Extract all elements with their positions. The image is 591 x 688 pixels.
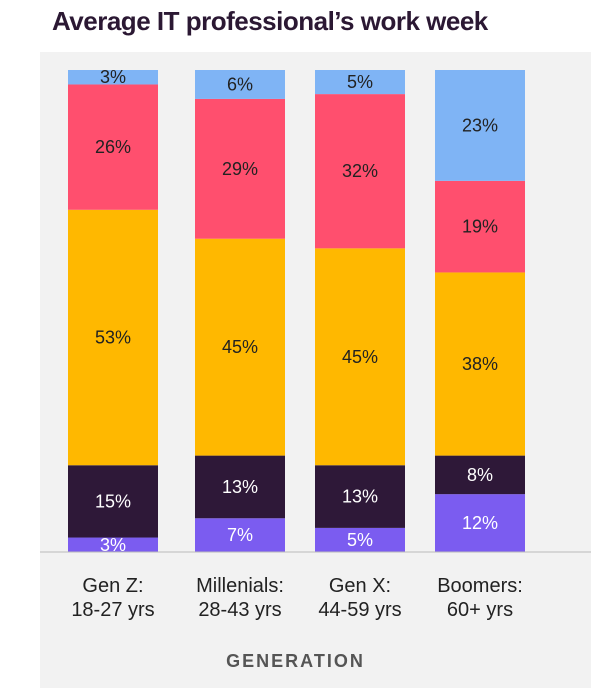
- data-label-gen-z-1: 3%: [100, 535, 126, 555]
- data-label-gen-x-1: 5%: [347, 530, 373, 550]
- bar-segment-boomers-1: [435, 494, 525, 552]
- data-label-gen-z-5: 3%: [100, 67, 126, 87]
- bar-segment-gen-z-4: [68, 84, 158, 210]
- bar-segment-millenials-4: [195, 98, 285, 239]
- category-label-millenials-line-2: 28-43 yrs: [198, 599, 281, 621]
- category-label-gen-z-line-2: 18-27 yrs: [71, 599, 154, 621]
- category-label-millenials-line-1: Millenials:: [196, 575, 284, 597]
- data-label-boomers-4: 19%: [462, 217, 498, 237]
- bar-segment-boomers-3: [435, 272, 525, 456]
- bar-segment-gen-z-5: [68, 70, 158, 85]
- data-label-gen-z-4: 26%: [95, 137, 131, 157]
- data-label-millenials-1: 7%: [227, 525, 253, 545]
- data-label-millenials-5: 6%: [227, 74, 253, 94]
- bar-segment-boomers-2: [435, 455, 525, 495]
- data-label-boomers-5: 23%: [462, 115, 498, 135]
- data-label-millenials-2: 13%: [222, 477, 258, 497]
- data-label-boomers-2: 8%: [467, 465, 493, 485]
- data-label-gen-z-3: 53%: [95, 328, 131, 348]
- chart-title: Average IT professional’s work week: [52, 6, 488, 36]
- bar-segment-gen-x-3: [315, 248, 405, 466]
- category-label-boomers-line-1: Boomers:: [437, 575, 523, 597]
- data-label-millenials-3: 45%: [222, 337, 258, 357]
- bar-segment-millenials-2: [195, 455, 285, 519]
- data-label-gen-x-2: 13%: [342, 487, 378, 507]
- bar-segment-millenials-5: [195, 70, 285, 99]
- data-label-gen-z-2: 15%: [95, 491, 131, 511]
- data-label-gen-x-5: 5%: [347, 72, 373, 92]
- bar-segment-gen-x-2: [315, 465, 405, 528]
- category-label-gen-x-line-1: Gen X:: [329, 575, 391, 597]
- category-label-gen-x-line-2: 44-59 yrs: [318, 599, 401, 621]
- stacked-bar-chart: 3% 15% 53% 26% 3% Gen Z:18-27 yrs 7% 13% 45% 29% 6…: [40, 67, 591, 621]
- bar-segment-gen-z-2: [68, 465, 158, 538]
- bar-segment-millenials-3: [195, 238, 285, 456]
- data-label-millenials-4: 29%: [222, 159, 258, 179]
- bar-segment-millenials-1: [195, 518, 285, 552]
- category-label-gen-z-line-1: Gen Z:: [82, 575, 143, 597]
- bar-segment-gen-x-5: [315, 70, 405, 95]
- bar-segment-gen-x-4: [315, 94, 405, 249]
- bar-segment-boomers-5: [435, 70, 525, 181]
- data-label-boomers-1: 12%: [462, 513, 498, 533]
- bar-segment-gen-z-3: [68, 209, 158, 466]
- data-label-gen-x-4: 32%: [342, 161, 378, 181]
- bar-segment-gen-x-1: [315, 527, 405, 552]
- bar-segment-gen-z-1: [68, 537, 158, 552]
- category-label-boomers-line-2: 60+ yrs: [447, 599, 513, 621]
- data-label-boomers-3: 38%: [462, 354, 498, 374]
- chart-panel: 3% 15% 53% 26% 3% Gen Z: 18-27 yrs 7% 13% 45% 29% 6…: [40, 52, 591, 688]
- bar-segment-boomers-4: [435, 180, 525, 273]
- x-axis-label: GENERATION: [226, 651, 365, 671]
- data-label-gen-x-3: 45%: [342, 347, 378, 367]
